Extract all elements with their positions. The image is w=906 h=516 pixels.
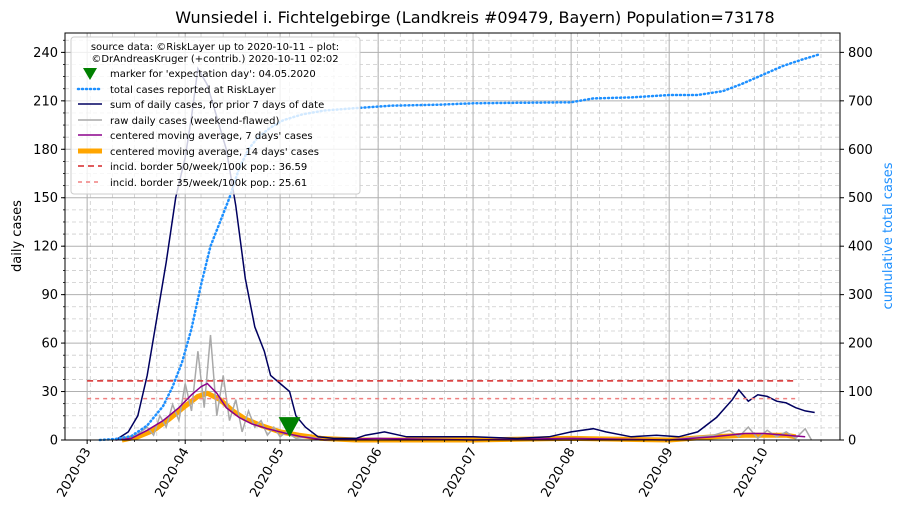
legend-entry-ma14: centered moving average, 14 days' cases (110, 147, 319, 158)
y-axis-right: 0 100 200 300 400 500 600 700 800 (840, 46, 873, 449)
y2-tick-label: 700 (848, 94, 873, 109)
y-tick-label: 30 (41, 385, 58, 400)
legend-entry-sum7: sum of daily cases, for prior 7 days of … (110, 100, 324, 111)
legend-title-line-1: source data: ©RiskLayer up to 2020-10-11… (91, 42, 339, 53)
grid (65, 33, 840, 441)
y-tick-label: 60 (41, 337, 58, 352)
y2-tick-label: 100 (848, 385, 873, 400)
legend-entry-border50: incid. border 50/week/100k pop.: 36.59 (110, 162, 307, 173)
legend-entry-raw: raw daily cases (weekend-flawed) (110, 116, 279, 127)
y2-tick-label: 0 (848, 434, 856, 449)
y2-tick-label: 600 (848, 143, 873, 158)
legend-items: marker for 'expectation day': 04.05.2020… (76, 68, 324, 189)
legend-entry-marker: marker for 'expectation day': 04.05.2020 (110, 69, 316, 80)
legend-symbol-marker (83, 68, 97, 80)
y2-tick-label: 800 (848, 46, 873, 61)
legend-entry-cumulative: total cases reported at RiskLayer (110, 85, 276, 96)
y-tick-label: 210 (33, 94, 58, 109)
y2-tick-label: 200 (848, 337, 873, 352)
y2-tick-label: 400 (848, 240, 873, 255)
legend: source data: ©RiskLayer up to 2020-10-11… (70, 36, 361, 195)
y-tick-label: 150 (33, 191, 58, 206)
legend-entry-ma7: centered moving average, 7 days' cases (110, 131, 313, 142)
expectation-day-marker (278, 417, 301, 438)
legend-box (70, 36, 361, 195)
y-tick-label: 90 (41, 288, 58, 303)
chart-title: Wunsiedel i. Fichtelgebirge (Landkreis #… (175, 8, 774, 27)
y-tick-label: 180 (33, 143, 58, 158)
y-tick-label: 120 (33, 240, 58, 255)
legend-entry-border35: incid. border 35/week/100k pop.: 25.61 (110, 178, 307, 189)
legend-title-line-2: ©DrAndreasKruger (+contrib.) 2020-10-11 … (91, 54, 338, 65)
y2-axis-label: cumulative total cases (881, 162, 896, 309)
y-tick-label: 0 (50, 434, 58, 449)
y-axis-label: daily cases (10, 200, 25, 272)
series-ma7-line (115, 382, 806, 441)
y2-tick-label: 300 (848, 288, 873, 303)
y-axis-left: 0 30 60 90 120 150 180 210 240 (33, 39, 65, 449)
plot-frame (64, 32, 841, 441)
y2-tick-label: 500 (848, 191, 873, 206)
y-tick-label: 240 (33, 46, 58, 61)
